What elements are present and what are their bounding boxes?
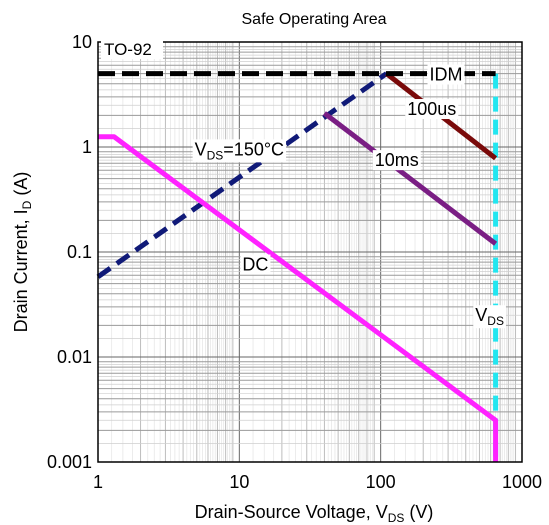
y-axis-label: Drain Current, ID (A) <box>11 172 34 333</box>
annotation-text: DC <box>242 255 268 275</box>
annotation-bg <box>405 99 459 120</box>
x-tick-label: 10 <box>229 472 249 492</box>
annotation-text: VDS=150°C <box>195 139 284 162</box>
package-label-box: TO-92 <box>101 39 163 59</box>
annotation-text: IDM <box>430 65 463 85</box>
annotation-bg <box>372 150 421 171</box>
x-axis-label: Drain-Source Voltage, VDS (V) <box>195 502 434 525</box>
series-line-dc <box>98 134 499 462</box>
y-tick-label: 0.001 <box>47 452 92 472</box>
annotation-us100: 100us <box>405 99 459 120</box>
package-label: TO-92 <box>104 40 152 59</box>
x-tick-label: 1000 <box>502 472 542 492</box>
annotation-vds: VDS <box>473 305 506 329</box>
annotation-idm: IDM <box>427 64 465 85</box>
annotation-dc: DC <box>240 254 271 275</box>
annotation-sub: DS <box>487 314 504 328</box>
annotation-main: 100us <box>407 99 456 119</box>
annotation-main: V <box>475 305 487 325</box>
y-tick-label: 1 <box>82 137 92 157</box>
annotation-main: DC <box>242 255 268 275</box>
plot-frame <box>97 41 523 463</box>
y-tick-label: 0.1 <box>67 242 92 262</box>
series-line-10ms <box>322 111 498 246</box>
annotation-text: VDS <box>475 305 504 328</box>
series-layer <box>96 71 499 462</box>
annotation-bg <box>427 64 465 85</box>
annotation-vds150: VDS=150°C <box>192 139 287 163</box>
tick-labels: 1 10 100 1000 0.001 0.01 0.1 1 10 <box>47 32 542 492</box>
x-tick-label: 1 <box>93 472 103 492</box>
annotation-main: IDM <box>430 65 463 85</box>
annotation-sub: DS <box>207 148 224 162</box>
series-line-vds-150-c <box>96 71 388 279</box>
annotation-ms10: 10ms <box>372 150 421 171</box>
annotation-text: 10ms <box>375 150 419 170</box>
chart-title: Safe Operating Area <box>242 11 387 28</box>
annotation-suffix: =150°C <box>223 139 284 159</box>
annotation-text: 100us <box>407 99 456 119</box>
annotation-bg <box>240 254 271 275</box>
x-tick-label: 100 <box>366 472 396 492</box>
y-tick-label: 0.01 <box>57 347 92 367</box>
annotation-bg <box>473 305 506 329</box>
y-tick-label: 10 <box>72 32 92 52</box>
grid <box>97 42 522 463</box>
annotation-bg <box>192 139 287 163</box>
annotation-main: 10ms <box>375 150 419 170</box>
annotation-main: V <box>195 139 207 159</box>
